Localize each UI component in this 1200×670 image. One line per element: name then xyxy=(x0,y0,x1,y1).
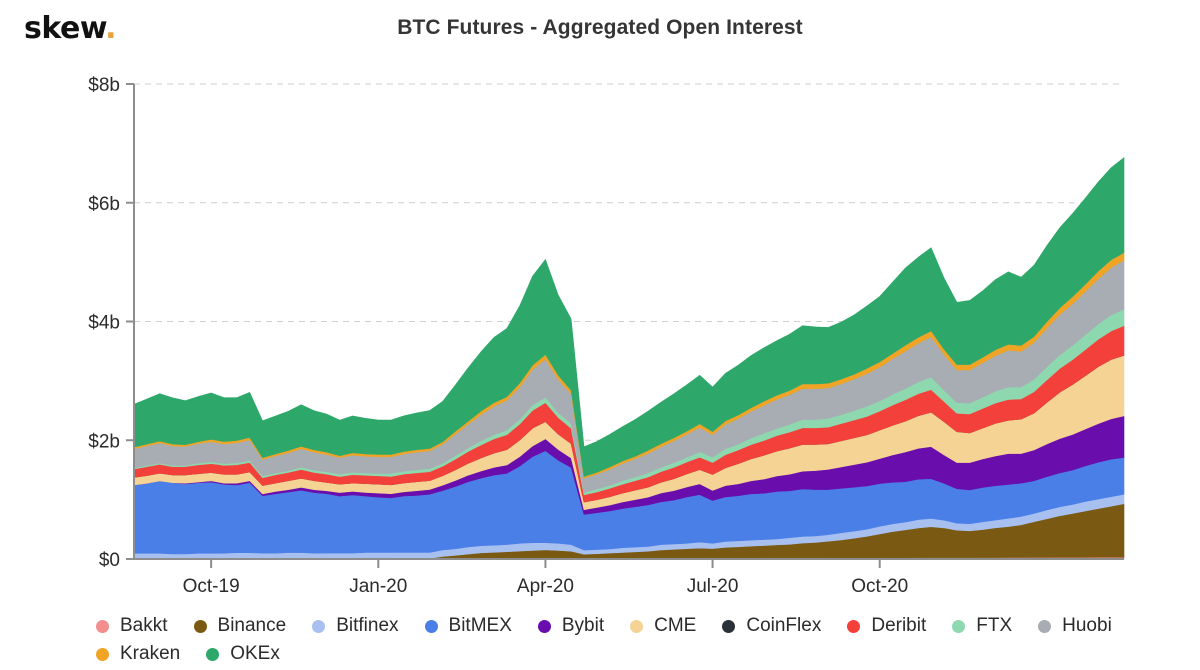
legend-item-label: OKEx xyxy=(230,643,280,664)
x-tick-label: Jul-20 xyxy=(687,576,739,597)
legend-swatch-icon xyxy=(722,619,736,633)
x-tick-label: Apr-20 xyxy=(517,576,574,597)
x-tick-label: Oct-19 xyxy=(183,576,240,597)
legend-swatch-icon xyxy=(312,619,326,633)
legend-item-huobi[interactable]: Huobi xyxy=(1038,612,1112,640)
legend-item-label: BitMEX xyxy=(448,615,512,636)
legend-swatch-icon xyxy=(952,619,966,633)
legend-item-label: Kraken xyxy=(120,643,181,664)
legend-item-label: CoinFlex xyxy=(746,615,822,636)
y-tick-label: $0 xyxy=(99,550,120,571)
page-title: BTC Futures - Aggregated Open Interest xyxy=(397,16,803,39)
legend-swatch-icon xyxy=(96,647,109,661)
x-tick-label: Jan-20 xyxy=(349,576,407,597)
brand-dot: . xyxy=(105,11,117,46)
x-tick-label: Oct-20 xyxy=(851,576,908,597)
legend-item-bybit[interactable]: Bybit xyxy=(537,612,605,640)
y-axis-ticks: $0 $2b $4b $6b $8b xyxy=(88,75,134,571)
legend-swatch-icon xyxy=(424,619,438,633)
y-tick-label: $6b xyxy=(88,194,120,215)
legend-swatch-icon xyxy=(847,619,861,633)
legend-swatch-icon xyxy=(193,619,207,633)
legend-item-label: CME xyxy=(654,615,697,636)
legend-item-okex[interactable]: OKEx xyxy=(206,640,280,668)
legend-swatch-icon xyxy=(206,647,220,661)
legend-item-ftx[interactable]: FTX xyxy=(952,612,1012,640)
skew-logo: skew. xyxy=(24,11,117,46)
x-axis-ticks: Oct-19 Jan-20 Apr-20 Jul-20 Oct-20 xyxy=(183,559,908,597)
y-tick-label: $2b xyxy=(88,431,120,452)
brand-name: skew xyxy=(24,11,106,46)
legend-item-cme[interactable]: CME xyxy=(630,612,696,640)
legend-item-label: Huobi xyxy=(1062,615,1112,636)
chart-legend: Bakkt Binance Bitfinex BitMEX Bybit CME CoinFl… xyxy=(96,612,1186,668)
legend-swatch-icon xyxy=(1038,619,1052,633)
legend-item-kraken[interactable]: Kraken xyxy=(96,640,180,668)
legend-swatch-icon xyxy=(537,619,551,633)
legend-swatch-icon xyxy=(630,619,644,633)
legend-item-label: Bakkt xyxy=(120,615,168,636)
legend-item-label: Bybit xyxy=(561,615,605,636)
legend-item-coinflex[interactable]: CoinFlex xyxy=(722,612,821,640)
legend-item-bitfinex[interactable]: Bitfinex xyxy=(312,612,399,640)
legend-item-label: FTX xyxy=(976,615,1013,636)
area-series-group xyxy=(133,157,1125,560)
legend-item-label: Deribit xyxy=(871,615,927,636)
legend-item-deribit[interactable]: Deribit xyxy=(847,612,926,640)
legend-item-binance[interactable]: Binance xyxy=(193,612,287,640)
y-tick-label: $8b xyxy=(88,75,120,96)
area-series-okex xyxy=(133,157,1125,477)
legend-item-label: Bitfinex xyxy=(336,615,399,636)
legend-item-label: Binance xyxy=(217,615,287,636)
legend-item-bakkt[interactable]: Bakkt xyxy=(96,612,168,640)
legend-item-bitmex[interactable]: BitMEX xyxy=(424,612,512,640)
y-tick-label: $4b xyxy=(88,313,120,334)
legend-swatch-icon xyxy=(96,619,109,633)
